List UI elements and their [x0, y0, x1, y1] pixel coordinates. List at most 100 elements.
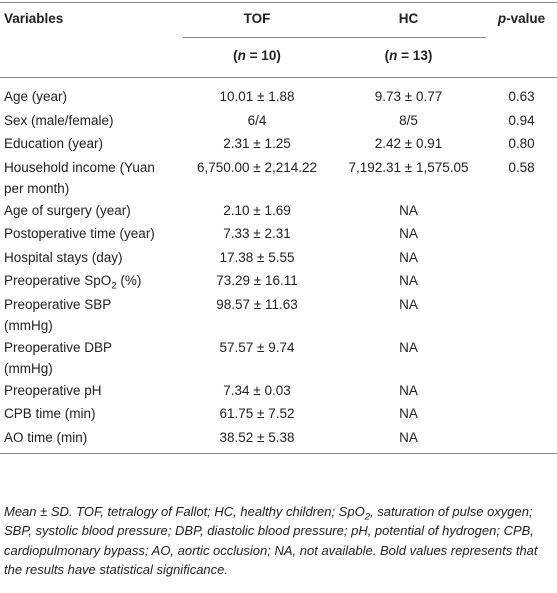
table-cell — [486, 222, 557, 246]
table-cell: 7.34 ± 0.03 — [183, 379, 331, 403]
table-cell — [486, 269, 557, 293]
header-italic: p — [497, 11, 507, 26]
table-cell — [486, 199, 557, 223]
header-cell — [0, 37, 183, 78]
cell-text: Sex (male/female) — [4, 112, 114, 128]
cell-text: NA — [399, 339, 418, 355]
cell-text: 2 — [111, 280, 117, 292]
table-cell: 2.31 ± 1.25 — [183, 132, 331, 156]
cell-text: NA — [399, 202, 418, 218]
cell-text: Postoperative time (year) — [4, 226, 155, 241]
table-cell: 9.73 ± 0.77 — [331, 78, 486, 109]
cell-text: 7,192.31 ± 1,575.05 — [348, 159, 469, 175]
table-cell: NA — [331, 246, 486, 270]
table-row: AO time (min) 38.52 ± 5.38 NA — [0, 426, 557, 454]
table-cell — [486, 293, 557, 336]
cell-text: Household income (Yuan — [4, 159, 155, 175]
header-text: HC — [398, 11, 419, 26]
table-cell: NA — [331, 199, 486, 223]
table-row: Postoperative time (year) 7.33 ± 2.31 NA — [0, 222, 557, 246]
cell-text: Preoperative SBP — [4, 296, 112, 312]
table-row: Household income (Yuan per month) 6,750.00… — [0, 156, 557, 199]
table-cell: 73.29 ± 16.11 — [183, 269, 331, 293]
cell-text: 98.57 ± 11.63 — [216, 296, 298, 312]
table-row: Preoperative DBP (mmHg) 57.57 ± 9.74 NA — [0, 336, 557, 379]
table-cell: 38.52 ± 5.38 — [183, 426, 331, 454]
cell-text: 2.10 ± 1.69 — [223, 202, 291, 218]
cell-text: 6/4 — [247, 112, 267, 128]
cell-text: (%) — [116, 273, 142, 288]
cell-text: NA — [399, 406, 418, 421]
table-cell: NA — [331, 379, 486, 403]
cell-text: Age (year) — [4, 89, 68, 104]
header-cell: TOF — [183, 2, 331, 38]
header-text: -value — [506, 11, 546, 26]
header-cell: (n = 10) — [183, 37, 331, 78]
table-cell: Preoperative DBP (mmHg) — [0, 336, 183, 379]
header-cell: Variables — [0, 3, 183, 38]
header-row: Variables TOF HC p-value — [0, 2, 557, 38]
table-cell: 0.94 — [486, 109, 557, 133]
table-row: Preoperative SBP (mmHg) 98.57 ± 11.63 NA — [0, 293, 557, 336]
table-cell: CPB time (min) — [0, 402, 183, 426]
table-cell: Age (year) — [0, 78, 183, 109]
cell-text: 57.57 ± 9.74 — [219, 339, 295, 355]
table-cell — [486, 402, 557, 426]
header-text: TOF — [243, 11, 271, 26]
cell-text: CPB time (min) — [4, 406, 96, 421]
cell-text: NA — [399, 382, 418, 398]
table-cell: 7.33 ± 2.31 — [183, 222, 331, 246]
table-cell: 10.01 ± 1.88 — [183, 78, 331, 109]
cell-text: 10.01 ± 1.88 — [219, 89, 295, 104]
footnote-text: 2 — [364, 511, 370, 523]
cell-text: 0.58 — [508, 159, 535, 175]
cell-text: 7.34 ± 0.03 — [223, 382, 291, 398]
table-cell: 6/4 — [183, 109, 331, 133]
table-cell: 8/5 — [331, 109, 486, 133]
table-row: Hospital stays (day) 17.38 ± 5.55 NA — [0, 246, 557, 270]
cell-text: NA — [399, 296, 418, 312]
table-row: Education (year) 2.31 ± 1.25 2.42 ± 0.91 0.… — [0, 132, 557, 156]
cell-text: 6,750.00 ± 2,214.22 — [196, 159, 317, 175]
table-cell: Age of surgery (year) — [0, 199, 183, 223]
cell-text: 17.38 ± 5.55 — [219, 249, 295, 265]
cell-text: Preoperative SpO — [4, 273, 112, 288]
table-cell — [486, 246, 557, 270]
cell-text: 0.80 — [508, 136, 535, 151]
table-cell: 0.58 — [486, 156, 557, 199]
table-cell: NA — [331, 293, 486, 336]
header-cell: (n = 13) — [331, 37, 486, 78]
cell-text: 0.94 — [508, 112, 535, 128]
table-row: Preoperative SpO2 (%) 73.29 ± 16.11 NA — [0, 269, 557, 293]
cell-text: 7.33 ± 2.31 — [223, 226, 291, 241]
cell-text: Hospital stays (day) — [4, 249, 123, 265]
data-table: Variables TOF HC p-value (n = 10) (n = 13) Age… — [0, 2, 557, 454]
table-row: Age of surgery (year) 2.10 ± 1.69 NA — [0, 199, 557, 223]
table-cell — [486, 426, 557, 454]
table-row: Sex (male/female) 6/4 8/5 0.94 — [0, 109, 557, 133]
header-text: n — [237, 47, 246, 63]
cell-text: 73.29 ± 16.11 — [216, 273, 298, 288]
header-text: Variables — [4, 11, 64, 26]
cell-text: 8/5 — [399, 112, 418, 128]
cell-text: 2.31 ± 1.25 — [223, 136, 291, 151]
footnote-text: , saturation of pulse oxygen; SBP, systo… — [4, 504, 538, 577]
table-cell: Preoperative SBP (mmHg) — [0, 293, 183, 336]
cell-text: AO time (min) — [4, 429, 88, 445]
table-row: Preoperative pH 7.34 ± 0.03 NA — [0, 379, 557, 403]
header-text: = 13) — [397, 47, 433, 63]
table-cell: Education (year) — [0, 132, 183, 156]
table-cell: 0.80 — [486, 132, 557, 156]
header-text: n — [389, 47, 398, 63]
cell-text: Education (year) — [4, 136, 104, 151]
header-text: ( — [233, 47, 238, 63]
header-text: = 10) — [245, 47, 281, 63]
table-cell — [486, 379, 557, 403]
cell-text: Preoperative DBP — [4, 339, 113, 355]
table-cell: 57.57 ± 9.74 — [183, 336, 331, 379]
cell-text: 9.73 ± 0.77 — [374, 89, 443, 104]
cell-text: 0.63 — [508, 89, 535, 104]
cell-text: Preoperative pH — [4, 382, 102, 398]
table-cell: AO time (min) — [0, 426, 183, 454]
